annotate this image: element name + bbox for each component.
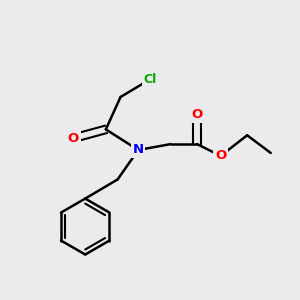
Text: O: O (215, 149, 226, 162)
Text: O: O (68, 132, 79, 145)
Text: N: N (133, 143, 144, 157)
Text: Cl: Cl (143, 73, 157, 86)
Text: O: O (191, 108, 203, 121)
